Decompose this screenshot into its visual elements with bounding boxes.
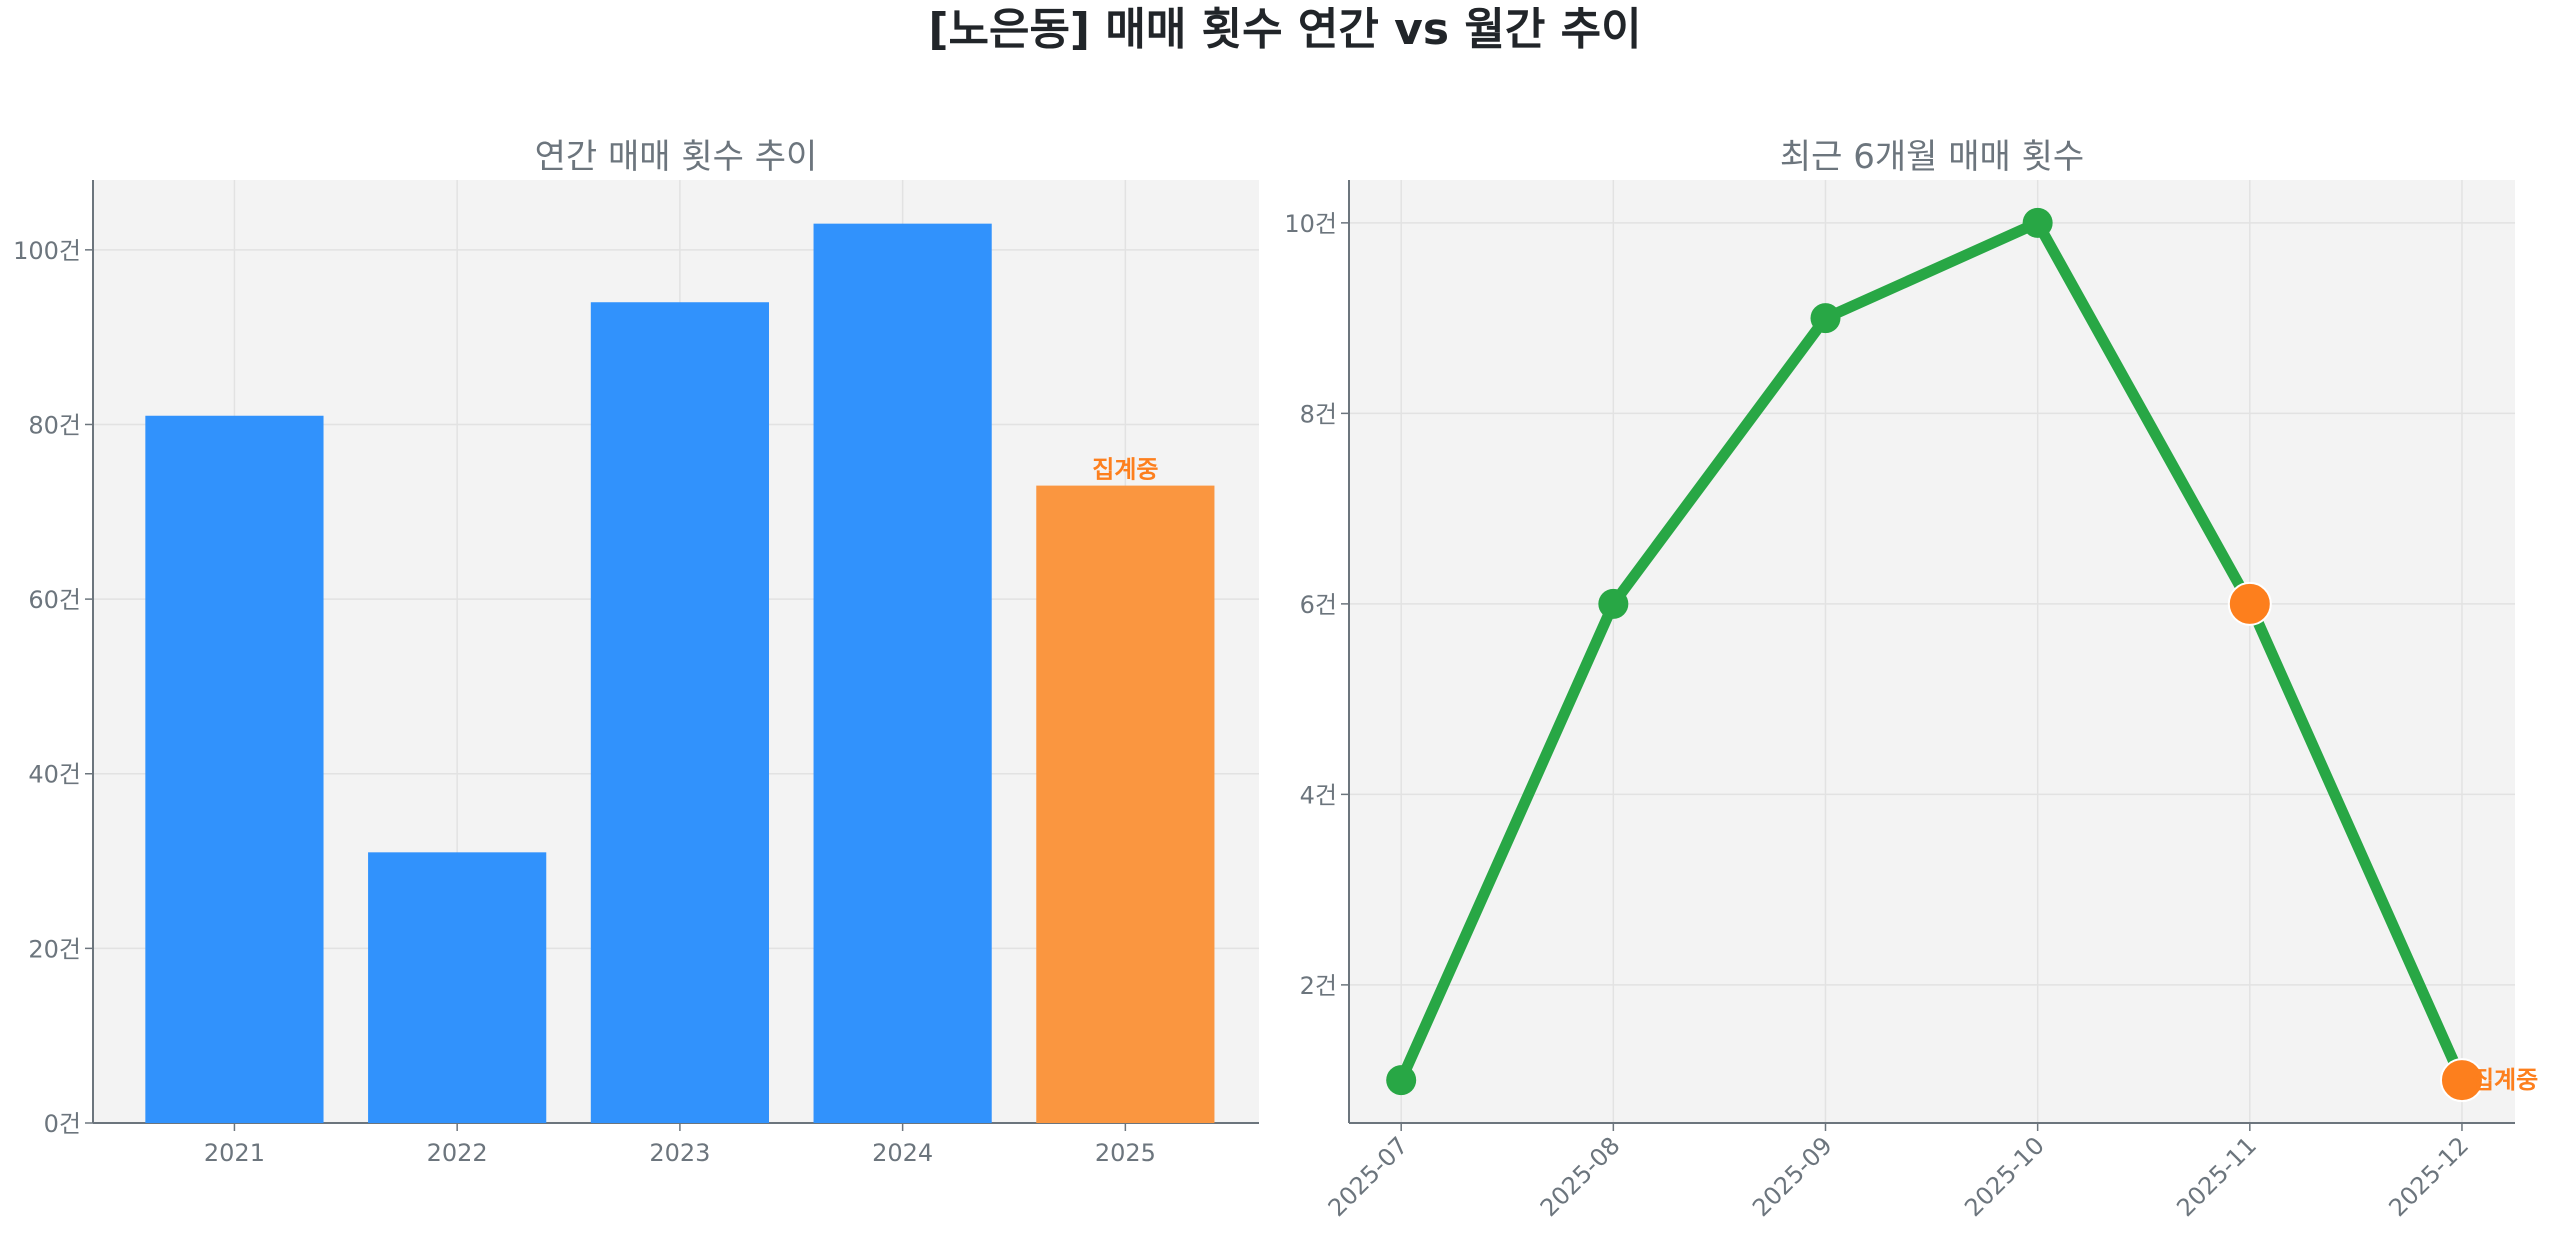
y-tick-label: 2건 (1300, 972, 1337, 1000)
bar-2025 (1036, 485, 1215, 1124)
x-tick-label: 2025 (1095, 1139, 1156, 1167)
y-tick-label: 6건 (1300, 591, 1337, 619)
x-tick-label: 2022 (427, 1139, 488, 1167)
x-tick-label: 2021 (204, 1139, 265, 1167)
data-point-2025-11 (2227, 581, 2272, 626)
chart-title: 연간 매매 횟수 추이 (535, 137, 818, 177)
bar-2022 (368, 852, 547, 1123)
x-tick-label: 2025-09 (1747, 1131, 1838, 1222)
partial-label: 집계중 (1092, 456, 1158, 484)
y-tick-label: 20건 (28, 935, 81, 963)
bar-2024 (813, 223, 992, 1123)
figure-title: [노은동] 매매 횟수 연간 vs 월간 추이 (928, 4, 1641, 55)
bar-2023 (590, 302, 769, 1124)
y-tick-label: 100건 (13, 237, 81, 265)
data-point-2025-08 (1598, 588, 1629, 619)
bar-2021 (145, 415, 324, 1123)
y-tick-label: 10건 (1284, 210, 1337, 238)
monthly-line-chart: 2건 4건 6건 8건 10건 최근 6개월 매매 횟수 2025-07 2025-08 202… (1284, 137, 2538, 1222)
x-tick-label: 2025-12 (2383, 1131, 2474, 1222)
partial-label: 집계중 (2472, 1066, 2538, 1094)
y-tick-label: 80건 (28, 411, 81, 439)
annual-bar-chart: 0건 20건 40건 60건 80건 100건 연간 매매 횟수 추이 2021 2022 202… (13, 137, 1259, 1167)
y-tick-label: 40건 (28, 761, 81, 789)
data-point-2025-10 (2022, 207, 2053, 238)
x-tick-label: 2025-07 (1323, 1131, 1414, 1222)
x-tick-label: 2025-08 (1535, 1131, 1626, 1222)
plot-area (1349, 180, 2515, 1123)
x-tick-label: 2023 (649, 1139, 710, 1167)
data-point-2025-07 (1386, 1065, 1417, 1096)
data-point-2025-09 (1810, 303, 1841, 334)
y-tick-label: 60건 (28, 586, 81, 614)
x-tick-label: 2025-11 (2171, 1131, 2262, 1222)
x-tick-label: 2024 (872, 1139, 933, 1167)
y-tick-label: 8건 (1300, 400, 1337, 428)
y-tick-label: 0건 (44, 1110, 81, 1138)
series-line (1396, 217, 2467, 1083)
data-point-2025-12 (2439, 1058, 2484, 1103)
x-tick-label: 2025-10 (1959, 1131, 2050, 1222)
chart-title: 최근 6개월 매매 횟수 (1780, 137, 2084, 177)
y-tick-label: 4건 (1300, 781, 1337, 809)
